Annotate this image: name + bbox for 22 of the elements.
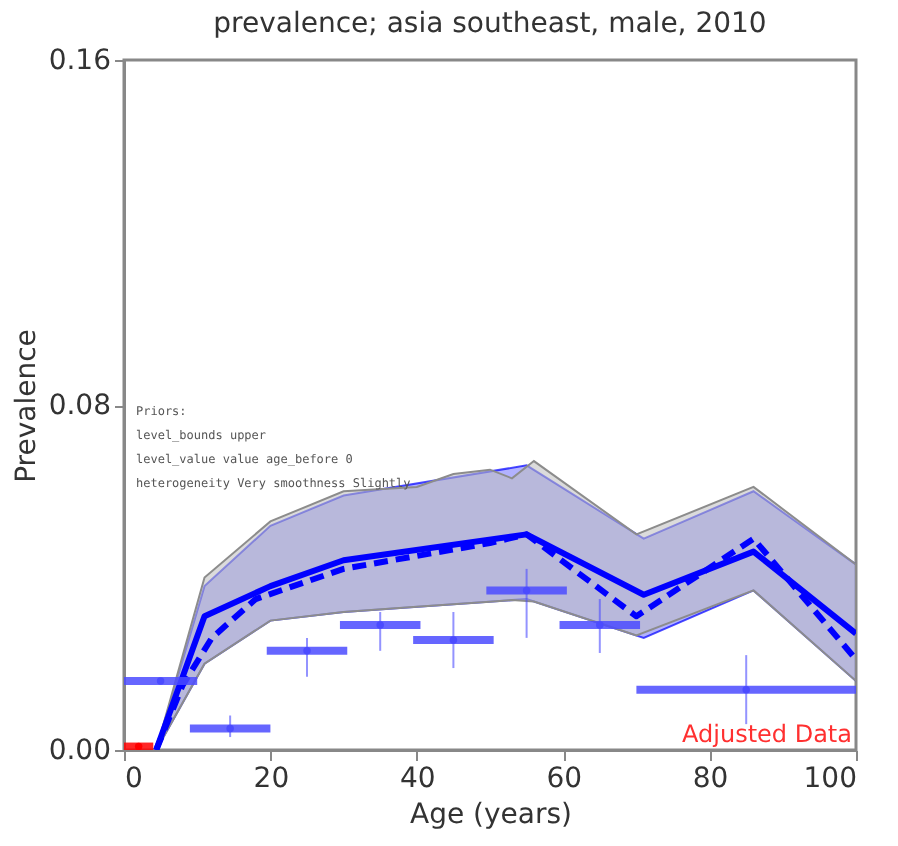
y-tick-label: 0.00 (48, 735, 111, 767)
y-tick-label: 0.16 (48, 45, 112, 77)
y-axis-title: Prevalence (10, 329, 43, 483)
point (596, 621, 604, 629)
point (742, 685, 750, 694)
x-tick-label: 0 (125, 763, 143, 795)
point (134, 742, 143, 750)
x-axis-title: Age (years) (410, 799, 572, 831)
point (156, 677, 165, 685)
x-tick-label: 60 (546, 763, 583, 795)
point (376, 621, 384, 629)
point (449, 636, 458, 644)
annotation: Adjusted Data (682, 720, 852, 748)
chart-title: prevalence; asia southeast, male, 2010 (213, 8, 767, 40)
y-tick-label: 0.08 (48, 390, 111, 422)
point (522, 586, 531, 595)
x-tick-label: 40 (399, 763, 436, 795)
point (303, 647, 311, 655)
point (226, 724, 234, 733)
x-tick-label: 80 (692, 763, 729, 795)
x-tick-label: 20 (253, 763, 290, 795)
x-tick-label: 100 (803, 763, 857, 795)
